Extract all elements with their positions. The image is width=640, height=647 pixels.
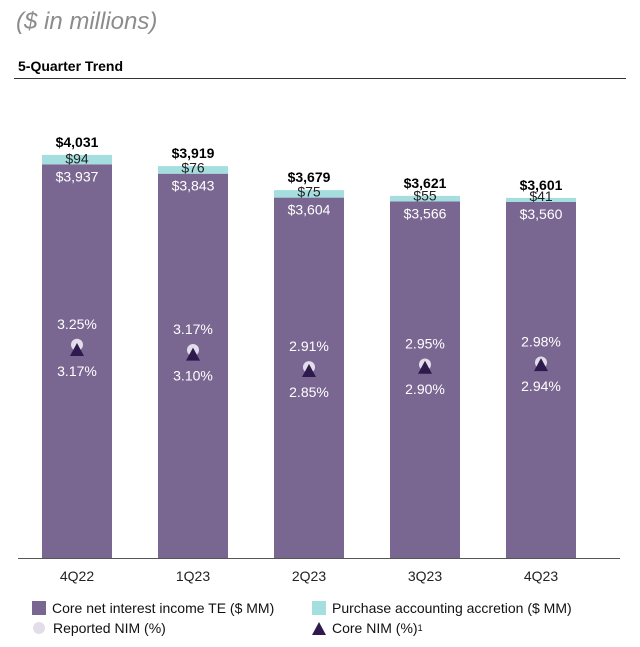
bar-accretion <box>506 197 576 202</box>
x-tick-label: 3Q23 <box>408 568 442 584</box>
core-nim-label: 2.94% <box>521 378 561 394</box>
legend-label-core-nim: Core NIM (%) <box>332 620 418 636</box>
core-nii-label: $3,937 <box>56 168 99 184</box>
bar-core-nii <box>390 201 460 558</box>
core-nim-point <box>534 358 548 372</box>
total-label: $3,679 <box>288 169 331 185</box>
accretion-label: $41 <box>529 188 553 204</box>
accretion-label: $75 <box>297 184 321 200</box>
accretion-label: $55 <box>413 187 437 203</box>
legend-label-core-nii: Core net interest income TE ($ MM) <box>52 600 275 616</box>
core-nim-point <box>70 343 84 357</box>
core-nii-label: $3,843 <box>172 178 215 194</box>
core-nim-label: 2.90% <box>405 381 445 397</box>
legend-footnote-core-nim: 1 <box>417 623 423 633</box>
legend-label-accretion: Purchase accounting accretion ($ MM) <box>332 600 572 616</box>
reported-nim-label: 2.98% <box>521 334 561 350</box>
core-nii-label: $3,566 <box>404 205 447 221</box>
legend-swatch-core-nii <box>32 601 46 615</box>
legend-item-core-nii: Core net interest income TE ($ MM) <box>32 600 274 616</box>
legend-swatch-accretion <box>312 601 326 615</box>
bar-core-nii <box>158 173 228 558</box>
nii-chart: $4,031$94 $3,937 3.25% 3.17% 4Q22 $3,919$76 $3… <box>18 134 620 584</box>
bar-core-nii <box>274 197 344 558</box>
reported-nim-label: 3.17% <box>173 321 213 337</box>
accretion-label: $76 <box>181 160 205 176</box>
chart-subtitle: 5-Quarter Trend <box>18 58 124 74</box>
x-tick-label: 4Q23 <box>524 568 558 584</box>
core-nim-label: 3.17% <box>57 363 97 379</box>
legend-item-accretion: Purchase accounting accretion ($ MM) <box>312 600 572 616</box>
legend-swatch-reported-nim <box>33 622 45 634</box>
bar-accretion <box>274 190 344 198</box>
x-tick-label: 4Q22 <box>60 568 94 584</box>
reported-nim-label: 3.25% <box>57 316 97 332</box>
total-label: $3,621 <box>404 175 447 191</box>
legend-item-reported-nim: Reported NIM (%) <box>32 620 166 636</box>
bar-core-nii <box>506 202 576 558</box>
bar-core-nii <box>42 164 112 559</box>
legend-label-reported-nim: Reported NIM (%) <box>53 620 166 636</box>
legend-swatch-core-nim <box>312 621 326 635</box>
core-nim-label: 2.85% <box>289 384 329 400</box>
total-label: $4,031 <box>56 134 99 150</box>
bar-accretion <box>42 154 112 165</box>
core-nim-label: 3.10% <box>173 368 213 384</box>
bar-accretion <box>158 166 228 174</box>
total-label: $3,601 <box>520 177 563 193</box>
core-nim-point <box>418 360 432 374</box>
core-nii-label: $3,604 <box>288 202 331 218</box>
reported-nim-label: 2.91% <box>289 338 329 354</box>
x-tick-label: 1Q23 <box>176 568 210 584</box>
core-nim-point <box>186 347 200 361</box>
accretion-label: $94 <box>65 150 89 166</box>
bar-accretion <box>390 195 460 202</box>
total-label: $3,919 <box>172 145 215 161</box>
units-note: ($ in millions) <box>16 8 158 35</box>
core-nim-point <box>302 364 316 378</box>
core-nii-label: $3,560 <box>520 206 563 222</box>
reported-nim-label: 2.95% <box>405 335 445 351</box>
legend-item-core-nim: Core NIM (%) 1 <box>312 620 423 636</box>
x-tick-label: 2Q23 <box>292 568 326 584</box>
chart-legend: Core net interest income TE ($ MM) Purch… <box>0 598 640 642</box>
header-rule <box>14 78 626 79</box>
